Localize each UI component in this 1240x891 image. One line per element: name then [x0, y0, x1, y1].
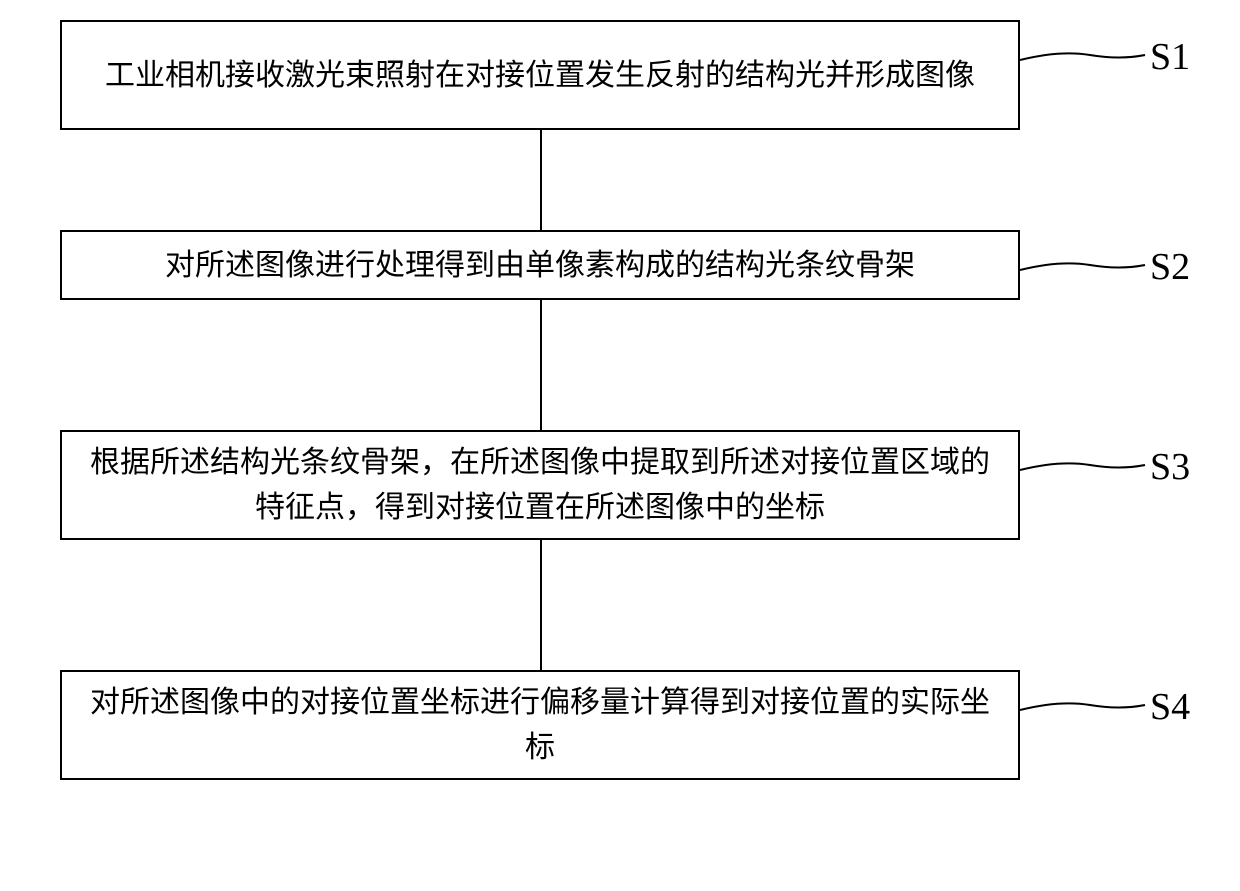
step-text-s3: 根据所述结构光条纹骨架，在所述图像中提取到所述对接位置区域的特征点，得到对接位置…: [82, 440, 998, 530]
curve-s2: [1020, 250, 1150, 310]
curve-s1: [1020, 40, 1150, 100]
step-text-s1: 工业相机接收激光束照射在对接位置发生反射的结构光并形成图像: [105, 53, 975, 98]
curve-s4: [1020, 690, 1150, 750]
step-box-s4: 对所述图像中的对接位置坐标进行偏移量计算得到对接位置的实际坐标: [60, 670, 1020, 780]
flowchart-container: 工业相机接收激光束照射在对接位置发生反射的结构光并形成图像 对所述图像进行处理得…: [60, 20, 1180, 780]
step-box-s3: 根据所述结构光条纹骨架，在所述图像中提取到所述对接位置区域的特征点，得到对接位置…: [60, 430, 1020, 540]
connector-s1-s2: [540, 130, 542, 230]
step-label-s1: S1: [1150, 35, 1190, 79]
step-box-s2: 对所述图像进行处理得到由单像素构成的结构光条纹骨架: [60, 230, 1020, 300]
step-box-s1: 工业相机接收激光束照射在对接位置发生反射的结构光并形成图像: [60, 20, 1020, 130]
curve-s3: [1020, 450, 1150, 510]
step-text-s2: 对所述图像进行处理得到由单像素构成的结构光条纹骨架: [165, 243, 915, 288]
step-text-s4: 对所述图像中的对接位置坐标进行偏移量计算得到对接位置的实际坐标: [82, 680, 998, 770]
step-label-s3: S3: [1150, 445, 1190, 489]
step-label-s4: S4: [1150, 685, 1190, 729]
step-label-s2: S2: [1150, 245, 1190, 289]
connector-s2-s3: [540, 300, 542, 430]
connector-s3-s4: [540, 540, 542, 670]
